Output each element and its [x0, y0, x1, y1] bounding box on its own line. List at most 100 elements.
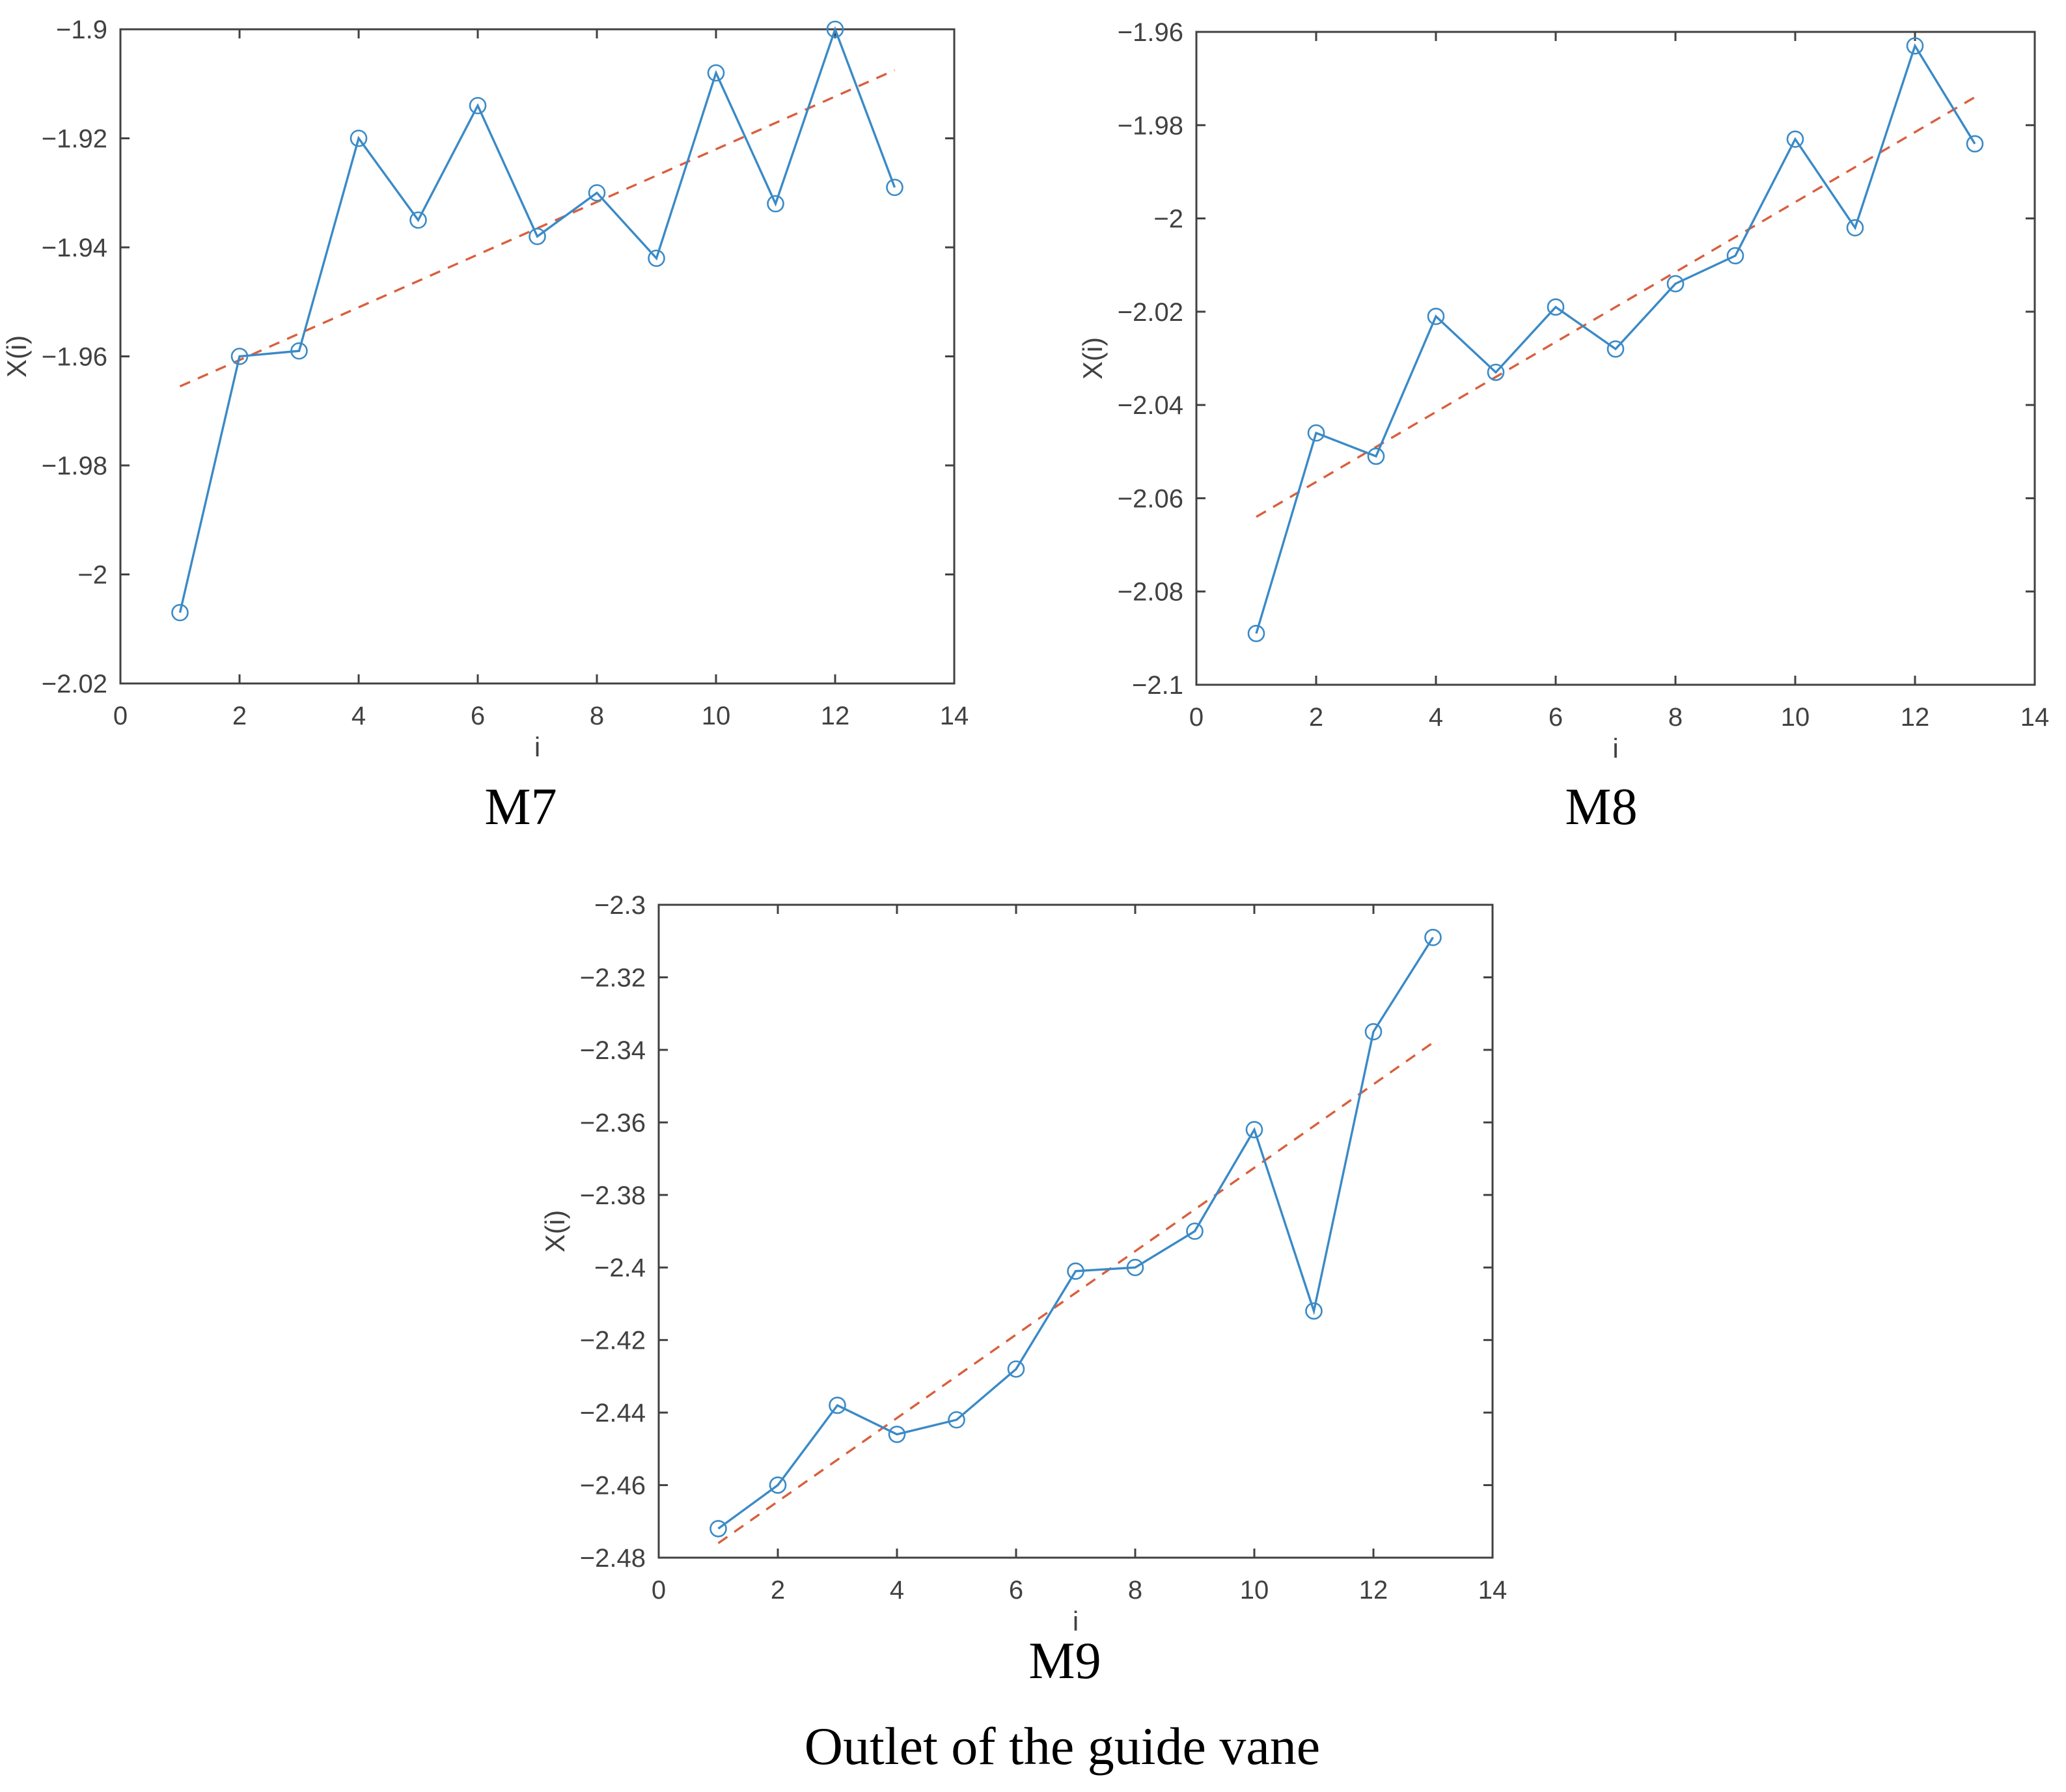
data-point-marker [1427, 307, 1445, 325]
y-tick-label: −2.08 [1118, 578, 1183, 607]
y-tick-label: −2.38 [580, 1181, 646, 1210]
x-tick-label: 10 [1240, 1576, 1269, 1605]
figure-caption: Outlet of the guide vane [804, 1716, 1321, 1776]
y-tick-label: −2.42 [580, 1327, 646, 1355]
data-point-marker [1424, 928, 1442, 946]
chart-m9: 0 2 4 6 8 10 12 14 −2.3 −2.32 −2.34 −2.36 −2.38 −2.4 −… [540, 891, 1507, 1636]
y-tick-label: −2.34 [580, 1036, 646, 1065]
data-point-marker [588, 184, 606, 202]
x-tick-label: 8 [590, 702, 604, 730]
y-tick-label: −1.98 [1118, 111, 1183, 140]
plot-box [657, 903, 1494, 1559]
data-point-marker [886, 178, 903, 197]
x-tick-label: 14 [2020, 703, 2050, 732]
data-point-marker [1906, 37, 1924, 55]
x-tick-label: 4 [351, 702, 366, 730]
x-tick-label: 8 [1128, 1576, 1142, 1605]
x-tick-label: 0 [113, 702, 128, 730]
x-tick-label: 4 [890, 1576, 904, 1605]
x-tick-label: 10 [702, 702, 731, 730]
y-axis-label: X(i) [1, 335, 32, 378]
data-point-marker [409, 211, 427, 229]
data-point-marker [1067, 1262, 1084, 1280]
trend-line [717, 1041, 1434, 1545]
x-tick-label: 12 [1901, 703, 1930, 732]
data-point-marker [1846, 219, 1864, 237]
data-point-marker [767, 195, 784, 213]
data-point-marker [888, 1426, 906, 1443]
x-tick-label: 14 [1478, 1576, 1508, 1605]
data-point-marker [469, 96, 487, 115]
x-tick-label: 6 [1009, 1576, 1023, 1605]
plot-box [1195, 31, 2036, 686]
y-tick-label: −2.02 [42, 670, 107, 698]
data-point-marker [769, 1476, 787, 1494]
x-tick-label: 12 [1359, 1576, 1388, 1605]
data-point-marker [230, 348, 249, 365]
data-point-marker [1007, 1360, 1025, 1378]
data-point-marker [1247, 624, 1265, 642]
x-tick-label: 8 [1668, 703, 1683, 732]
x-tick-label: 2 [1309, 703, 1323, 732]
y-tick-label: −2 [1153, 205, 1183, 234]
caption-m8: M8 [1565, 779, 1638, 836]
x-tick-label: 12 [821, 702, 850, 730]
y-tick-label: −2.36 [580, 1109, 646, 1137]
data-point-marker [709, 1520, 727, 1537]
data-point-marker [290, 342, 308, 360]
data-point-marker [948, 1411, 965, 1429]
data-point-marker [1966, 135, 1984, 153]
y-tick-label: −2.44 [580, 1399, 646, 1427]
data-point-marker [1245, 1121, 1263, 1138]
data-point-marker [1786, 130, 1804, 148]
y-tick-label: −2.04 [1118, 391, 1183, 420]
data-point-marker [1307, 424, 1325, 442]
x-tick-label: 6 [1549, 703, 1563, 732]
y-tick-label: −2.3 [594, 891, 646, 920]
y-tick-label: −2 [77, 561, 107, 590]
x-tick-label: 4 [1429, 703, 1443, 732]
data-point-marker [1726, 247, 1744, 265]
x-tick-label: 10 [1781, 703, 1810, 732]
x-tick-label: 0 [652, 1576, 666, 1605]
x-tick-label: 6 [471, 702, 485, 730]
data-point-marker [1547, 298, 1565, 316]
chart-m8: 0 2 4 6 8 10 12 14 −1.96 −1.98 −2 −2.02 −2.04 −2.06 −2… [1077, 18, 2049, 764]
data-point-marker [1367, 447, 1385, 465]
y-tick-label: −1.96 [42, 343, 107, 372]
data-point-marker [350, 130, 368, 147]
data-point-marker [1666, 275, 1685, 293]
x-axis-label: i [1612, 733, 1618, 764]
y-tick-label: −2.48 [580, 1544, 646, 1573]
data-point-marker [1487, 363, 1505, 381]
y-tick-label: −2.32 [580, 963, 646, 992]
y-tick-label: −2.1 [1132, 671, 1183, 700]
data-point-marker [829, 1396, 846, 1414]
y-tick-label: −1.98 [42, 452, 107, 480]
y-tick-label: −2.46 [580, 1472, 646, 1500]
caption-m7: M7 [484, 779, 557, 836]
x-tick-label: 2 [232, 702, 247, 730]
data-point-marker [1305, 1302, 1323, 1320]
data-point-marker [529, 227, 546, 245]
chart-m7: 0 2 4 6 8 10 12 14 −1.9 −1.92 −1.94 −1.96 −1.98 −2 −2.… [1, 16, 969, 762]
data-point-marker [648, 249, 665, 268]
y-axis-label: X(i) [1077, 337, 1108, 379]
x-tick-label: 14 [940, 702, 969, 730]
data-point-marker [1606, 340, 1625, 358]
data-point-marker [1186, 1222, 1204, 1240]
y-tick-label: −1.96 [1118, 18, 1183, 47]
data-point-marker [707, 64, 725, 82]
data-point-marker [171, 603, 189, 622]
data-point-marker [1126, 1258, 1144, 1276]
data-line [717, 937, 1434, 1530]
y-axis-label: X(i) [540, 1210, 570, 1252]
data-point-marker [1364, 1023, 1383, 1041]
y-tick-label: −1.9 [56, 16, 107, 44]
data-line [178, 25, 896, 613]
data-point-marker [826, 20, 844, 38]
y-tick-label: −2.4 [594, 1254, 646, 1282]
y-tick-label: −1.94 [42, 234, 107, 262]
